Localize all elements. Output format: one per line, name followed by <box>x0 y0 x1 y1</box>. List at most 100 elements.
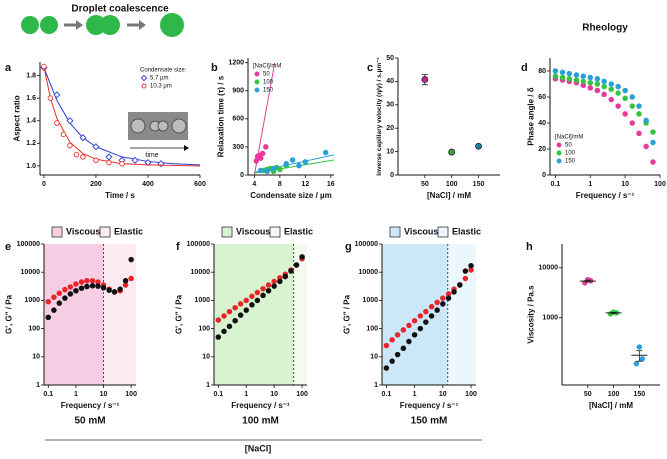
y-tick-label: 10 <box>32 354 40 361</box>
legend-swatch <box>221 226 233 238</box>
data-point <box>411 317 418 324</box>
data-point <box>51 294 57 300</box>
data-point <box>66 117 74 125</box>
panel-caption: 100 mM <box>242 416 279 427</box>
x-tick-label: 100 <box>654 181 666 188</box>
legend-swatch <box>389 226 401 238</box>
x-tick-label: 0 <box>42 181 46 188</box>
data-point <box>41 63 47 70</box>
data-point <box>78 279 85 285</box>
data-point <box>293 262 300 268</box>
data-point <box>93 157 99 164</box>
panel-letter: e <box>5 241 11 253</box>
y-axis-label: Aspect ratio <box>12 95 21 141</box>
data-point <box>411 332 418 338</box>
y-axis-label: G', G'' / Pa <box>5 294 14 334</box>
legend-label: 10.3 µm <box>150 84 172 90</box>
data-point <box>249 302 255 308</box>
data-point <box>237 312 244 318</box>
data-point <box>265 287 272 294</box>
data-point <box>601 78 607 85</box>
legend-label: Viscous <box>236 226 270 236</box>
x-tick-label: 1 <box>244 391 248 398</box>
y-tick-label: 1.6 <box>26 95 36 102</box>
data-point <box>131 156 139 164</box>
y-tick-label: 10000 <box>359 269 379 276</box>
legend-label: Elastic <box>114 226 143 236</box>
data-point <box>629 94 636 100</box>
data-point <box>580 78 587 85</box>
data-point <box>389 358 395 364</box>
data-point <box>650 129 656 135</box>
legend-label: 100 <box>263 80 274 86</box>
data-point <box>95 283 101 289</box>
data-point <box>117 286 123 292</box>
x-tick-label: 10 <box>100 391 108 398</box>
x-tick-label: 10 <box>621 181 629 188</box>
data-point <box>296 162 302 169</box>
y-tick-label: 1200 <box>228 60 244 67</box>
error-bar <box>636 350 643 362</box>
legend-swatch <box>269 226 281 238</box>
legend-label: 50 <box>263 72 270 78</box>
data-point <box>45 314 52 321</box>
data-point <box>389 337 395 343</box>
data-point <box>302 159 309 165</box>
data-point <box>417 325 424 332</box>
x-axis-label: [NaCl] / mM <box>589 401 633 410</box>
data-point <box>643 117 649 124</box>
data-point <box>615 83 621 90</box>
x-tick-label: 50 <box>584 391 592 398</box>
y-tick-label: 10000 <box>539 265 559 272</box>
x-axis-label: Frequency / s⁻¹ <box>61 401 120 410</box>
data-point <box>643 143 649 150</box>
data-point <box>462 268 469 274</box>
data-point <box>406 338 412 345</box>
data-point <box>89 277 96 284</box>
data-point <box>253 158 260 164</box>
group-label: [NaCl] <box>245 443 272 453</box>
y-tick-label: 100 <box>198 325 210 332</box>
data-point <box>84 283 90 290</box>
data-point <box>257 155 264 161</box>
data-point <box>270 165 277 172</box>
x-tick-label: 0.1 <box>213 391 223 398</box>
data-point <box>451 289 457 295</box>
x-tick-label: 0.1 <box>551 181 561 188</box>
panel-letter: h <box>526 241 533 253</box>
data-point <box>271 283 277 289</box>
y-axis-label: Relaxation time (τ) / s <box>217 75 226 157</box>
data-point <box>434 299 440 306</box>
y-axis-label: Viscosity / Pa.s <box>527 285 536 344</box>
data-point <box>594 87 601 94</box>
panel-letter: d <box>521 62 528 74</box>
data-point <box>636 111 642 117</box>
data-point <box>56 290 63 296</box>
region <box>103 244 136 385</box>
data-point <box>428 313 435 319</box>
y-tick-label: 1 <box>36 382 40 389</box>
annotation: time <box>145 152 158 159</box>
data-point <box>383 342 390 349</box>
x-axis-label: Frequency / s⁻¹ <box>231 401 290 410</box>
data-point <box>440 301 446 307</box>
data-point <box>636 103 642 109</box>
legend-marker <box>254 71 260 77</box>
y-tick-label: 100000 <box>355 241 378 248</box>
data-point <box>260 285 266 292</box>
legend-label: Elastic <box>452 226 481 236</box>
data-point <box>622 95 628 102</box>
data-point <box>243 297 249 304</box>
data-point <box>552 68 559 74</box>
data-point <box>636 130 642 137</box>
data-point <box>629 120 636 126</box>
x-axis-label: Time / s <box>105 191 135 200</box>
data-point <box>226 308 233 315</box>
panel-caption: 50 mM <box>74 416 105 427</box>
data-point <box>67 142 73 149</box>
region <box>44 244 104 385</box>
legend-label: Viscous <box>66 226 100 236</box>
y-tick-label: 10000 <box>191 269 211 276</box>
panel-letter: g <box>345 241 352 253</box>
data-point <box>122 282 129 288</box>
